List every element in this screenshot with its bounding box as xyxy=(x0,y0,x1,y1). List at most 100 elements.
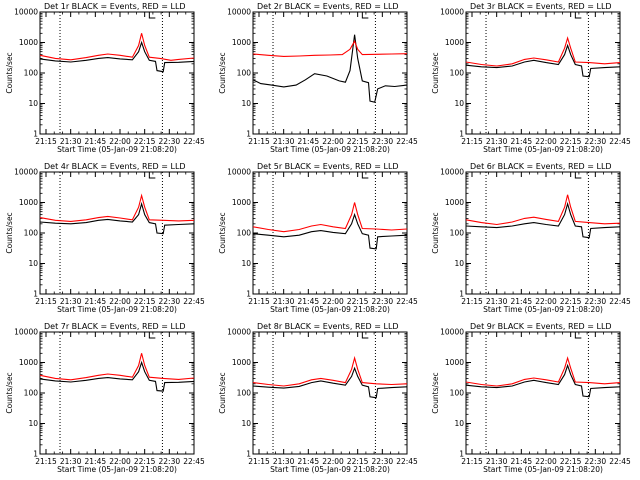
y-tick-label: 10000 xyxy=(440,168,464,177)
x-tick-label: 22:00 xyxy=(322,457,344,466)
x-axis-label: Start Time (05-Jan-09 21:08:20) xyxy=(483,305,603,314)
x-tick-label: 22:00 xyxy=(322,297,344,306)
y-tick-label: 10000 xyxy=(227,168,251,177)
y-tick-label: 10 xyxy=(28,99,38,108)
x-axis-label: Start Time (05-Jan-09 21:08:20) xyxy=(270,305,390,314)
x-tick-label: 21:15 xyxy=(461,137,483,146)
series-line-events xyxy=(39,360,195,392)
series-line-events xyxy=(252,34,408,103)
x-tick-label: 21:30 xyxy=(60,137,82,146)
y-axis-label: Counts/sec xyxy=(431,52,440,93)
y-tick-label: 1 xyxy=(33,130,38,139)
y-tick-label: 10 xyxy=(454,259,464,268)
time-marker xyxy=(148,12,156,19)
y-tick-label: 100 xyxy=(24,389,39,398)
chart-title: Det 1r BLACK = Events, RED = LLD xyxy=(44,2,186,11)
x-tick-label: 21:30 xyxy=(60,297,82,306)
series-line-lld xyxy=(252,355,408,387)
series-line-lld xyxy=(465,194,621,226)
chart-title: Det 5r BLACK = Events, RED = LLD xyxy=(257,162,399,171)
x-tick-label: 21:45 xyxy=(298,137,320,146)
y-tick-label: 10 xyxy=(454,99,464,108)
y-tick-label: 100 xyxy=(24,229,39,238)
x-tick-label: 22:15 xyxy=(560,137,582,146)
y-axis-label: Counts/sec xyxy=(5,212,14,253)
y-tick-label: 1000 xyxy=(232,38,251,47)
y-axis-label: Counts/sec xyxy=(431,212,440,253)
x-tick-label: 21:15 xyxy=(35,137,57,146)
series-line-lld xyxy=(39,353,195,381)
y-tick-label: 10000 xyxy=(227,8,251,17)
time-marker xyxy=(361,12,369,19)
x-axis-label: Start Time (05-Jan-09 21:08:20) xyxy=(483,465,603,474)
x-tick-label: 21:45 xyxy=(511,137,533,146)
x-tick-label: 22:45 xyxy=(396,137,418,146)
y-tick-label: 100 xyxy=(450,229,465,238)
x-tick-label: 22:00 xyxy=(109,457,131,466)
time-marker xyxy=(574,12,582,19)
y-tick-label: 10 xyxy=(28,419,38,428)
x-tick-label: 21:45 xyxy=(511,297,533,306)
x-tick-label: 21:45 xyxy=(511,457,533,466)
y-tick-label: 10 xyxy=(241,419,251,428)
chart-panel-3: Det 3r BLACK = Events, RED = LLD 1 10 100 10… xyxy=(431,2,631,154)
series-line-events xyxy=(39,40,195,73)
chart-title: Det 7r BLACK = Events, RED = LLD xyxy=(44,322,186,331)
y-tick-label: 1 xyxy=(246,130,251,139)
x-tick-label: 22:15 xyxy=(134,137,156,146)
series-line-lld xyxy=(39,33,195,61)
y-tick-label: 1000 xyxy=(19,358,38,367)
series-line-lld xyxy=(465,356,621,387)
y-tick-label: 1 xyxy=(246,450,251,459)
x-tick-label: 22:30 xyxy=(159,457,181,466)
x-tick-label: 22:45 xyxy=(396,457,418,466)
time-marker xyxy=(361,332,369,339)
y-tick-label: 1000 xyxy=(445,198,464,207)
chart-title: Det 4r BLACK = Events, RED = LLD xyxy=(44,162,186,171)
x-tick-label: 22:15 xyxy=(347,457,369,466)
y-tick-label: 10 xyxy=(241,99,251,108)
y-tick-label: 1 xyxy=(459,290,464,299)
series-line-lld xyxy=(39,193,195,222)
x-axis-label: Start Time (05-Jan-09 21:08:20) xyxy=(270,465,390,474)
plot-frame xyxy=(39,331,195,455)
x-tick-label: 21:15 xyxy=(248,137,270,146)
x-tick-label: 22:00 xyxy=(535,137,557,146)
y-axis-label: Counts/sec xyxy=(218,52,227,93)
y-tick-label: 100 xyxy=(237,229,252,238)
chart-panel-2: Det 2r BLACK = Events, RED = LLD 1 10 100 10… xyxy=(218,2,418,154)
chart-panel-4: Det 4r BLACK = Events, RED = LLD 1 10 100 10… xyxy=(5,162,205,314)
y-tick-label: 10000 xyxy=(14,168,38,177)
chart-panel-7: Det 7r BLACK = Events, RED = LLD 1 10 100 10… xyxy=(5,322,205,474)
x-tick-label: 21:15 xyxy=(248,297,270,306)
x-tick-label: 21:45 xyxy=(85,297,107,306)
series-line-lld xyxy=(252,39,408,57)
x-tick-label: 21:15 xyxy=(461,457,483,466)
series-line-events xyxy=(39,201,195,235)
plot-frame xyxy=(465,171,621,295)
x-tick-label: 22:30 xyxy=(372,297,394,306)
x-tick-label: 22:15 xyxy=(347,297,369,306)
time-marker xyxy=(574,172,582,179)
x-tick-label: 21:45 xyxy=(298,297,320,306)
y-tick-label: 100 xyxy=(237,389,252,398)
y-tick-label: 10000 xyxy=(14,328,38,337)
chart-title: Det 6r BLACK = Events, RED = LLD xyxy=(470,162,612,171)
x-axis-label: Start Time (05-Jan-09 21:08:20) xyxy=(57,305,177,314)
x-tick-label: 22:45 xyxy=(609,457,631,466)
x-tick-label: 22:30 xyxy=(372,137,394,146)
x-tick-label: 22:45 xyxy=(609,137,631,146)
x-tick-label: 21:30 xyxy=(60,457,82,466)
time-marker xyxy=(574,332,582,339)
x-tick-label: 22:30 xyxy=(372,457,394,466)
time-marker xyxy=(361,172,369,179)
y-tick-label: 100 xyxy=(237,69,252,78)
y-tick-label: 10 xyxy=(241,259,251,268)
series-line-events xyxy=(252,212,408,250)
series-line-events xyxy=(465,201,621,239)
series-line-events xyxy=(252,366,408,399)
x-tick-label: 22:30 xyxy=(585,297,607,306)
x-tick-label: 21:30 xyxy=(486,137,508,146)
x-tick-label: 21:30 xyxy=(486,457,508,466)
y-tick-label: 1 xyxy=(459,450,464,459)
